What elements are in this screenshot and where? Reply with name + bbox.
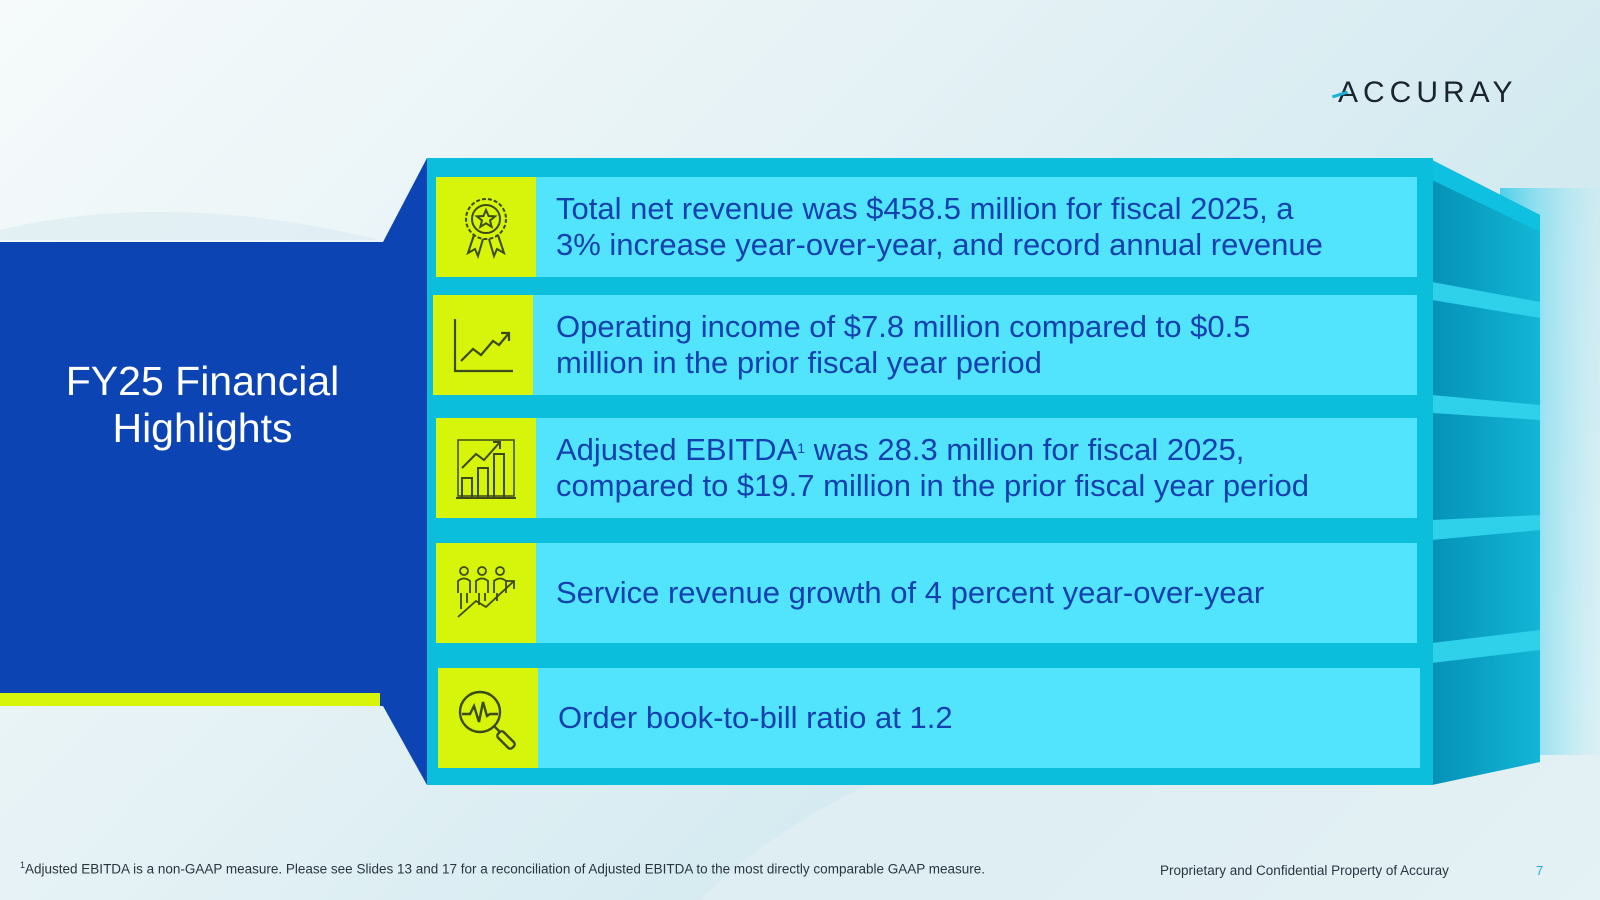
magnifier-pulse-icon (438, 668, 538, 768)
highlight-row-4: Service revenue growth of 4 percent year… (436, 543, 1417, 643)
title-panel (0, 158, 427, 785)
ebitda-value-text: was 28.3 million for fiscal 2025, (805, 432, 1245, 467)
slide-title: FY25 Financial Highlights (30, 358, 375, 452)
footnote: 1Adjusted EBITDA is a non-GAAP measure. … (20, 860, 985, 877)
highlight-row-3: Adjusted EBITDA1 was 28.3 million for fi… (436, 418, 1417, 518)
trend-line-chart-icon (433, 295, 533, 395)
highlight-3-line-1: Adjusted EBITDA1 was 28.3 million for fi… (556, 432, 1309, 468)
growth-bar-chart-icon (436, 418, 536, 518)
accent-stripe (0, 693, 380, 706)
highlight-1-line-1: Total net revenue was $458.5 million for… (556, 191, 1294, 226)
footnote-ref: 1 (797, 440, 806, 456)
highlight-3-line-2: compared to $19.7 million in the prior f… (556, 468, 1309, 503)
highlight-1-line-2: 3% increase year-over-year, and record a… (556, 227, 1323, 262)
ebitda-label: Adjusted EBITDA (556, 432, 798, 467)
title-line-2: Highlights (112, 405, 293, 451)
page-number: 7 (1536, 863, 1544, 878)
highlight-2-line-2: million in the prior fiscal year period (556, 345, 1042, 380)
highlight-row-2: Operating income of $7.8 million compare… (433, 295, 1417, 395)
logo-text: ACCURAY (1338, 76, 1518, 109)
highlight-2-line-1: Operating income of $7.8 million compare… (556, 309, 1251, 344)
people-growth-icon (436, 543, 536, 643)
highlight-row-1: Total net revenue was $458.5 million for… (436, 177, 1417, 277)
highlight-5-line-1: Order book-to-bill ratio at 1.2 (558, 700, 953, 735)
company-logo: ACCURAY (1338, 76, 1517, 110)
title-line-1: FY25 Financial (65, 358, 340, 404)
award-ribbon-icon (436, 177, 536, 277)
footnote-text: Adjusted EBITDA is a non-GAAP measure. P… (25, 861, 986, 877)
highlight-row-5: Order book-to-bill ratio at 1.2 (438, 668, 1420, 768)
footnote-marker: 1 (20, 860, 26, 870)
confidential-notice: Proprietary and Confidential Property of… (1160, 863, 1449, 878)
highlight-4-line-1: Service revenue growth of 4 percent year… (556, 575, 1265, 610)
